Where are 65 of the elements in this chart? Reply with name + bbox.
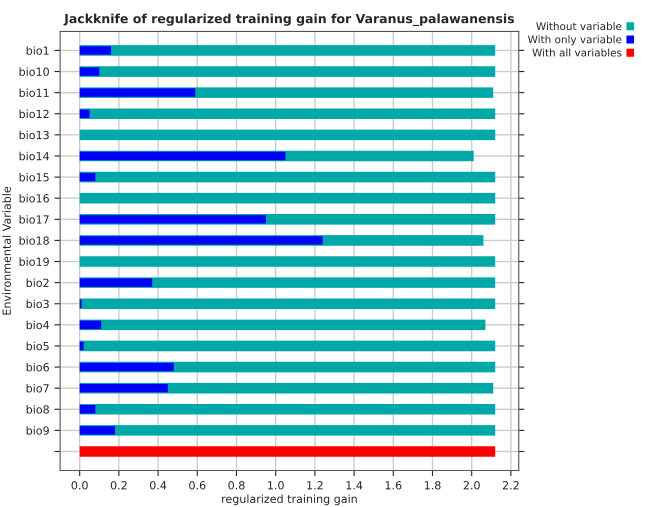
bar	[80, 425, 496, 436]
x-axis-title: regularized training gain	[222, 494, 357, 506]
x-tick-label: 0.4	[150, 481, 166, 490]
y-tick-label: bio10	[20, 67, 49, 76]
x-tick-label: 0.2	[110, 481, 127, 490]
bar	[80, 46, 112, 55]
bar	[80, 298, 496, 310]
bar	[80, 278, 152, 287]
y-tick-label: bio7	[26, 384, 49, 393]
y-tick-label: bio11	[20, 88, 49, 98]
y-axis-title: Environmental Variable	[2, 186, 11, 315]
bar	[80, 342, 84, 350]
bar	[80, 192, 496, 204]
bar	[80, 256, 496, 267]
bar	[80, 405, 96, 414]
x-tick-label: 0.8	[228, 481, 245, 490]
y-tick-label: bio2	[26, 278, 49, 288]
x-tick-label: 1.4	[346, 481, 362, 490]
x-tick-label: 1.0	[268, 481, 284, 490]
y-tick-label: bio16	[20, 194, 49, 203]
x-tick-label: 0.6	[189, 481, 206, 490]
x-tick-label: 1.2	[307, 481, 323, 490]
bar	[80, 236, 323, 245]
y-tick-label: bio12	[20, 110, 49, 118]
y-tick-label: bio15	[20, 172, 49, 182]
bar	[80, 446, 496, 457]
bar	[80, 88, 196, 97]
x-tick-label: 0.0	[72, 481, 88, 490]
bar	[80, 108, 496, 120]
y-tick-label: bio6	[26, 362, 49, 372]
y-tick-label: bio19	[20, 257, 49, 266]
bar	[80, 215, 266, 224]
bar	[80, 110, 90, 118]
y-tick-label: bio14	[20, 152, 50, 160]
bar	[80, 320, 486, 330]
bar	[80, 67, 100, 76]
bar	[80, 362, 174, 372]
y-tick-label: bio1	[26, 46, 49, 55]
bar	[80, 320, 102, 330]
bar	[80, 45, 496, 56]
x-tick-label: 1.6	[386, 481, 402, 490]
y-tick-label: bio8	[26, 405, 49, 414]
chart-title: Jackknife of regularized training gain for Varanus_palawanensis	[64, 14, 514, 26]
legend-label: With only variable	[528, 35, 622, 46]
y-tick-label: bio13	[20, 130, 49, 140]
bar	[80, 340, 496, 352]
bar	[80, 130, 496, 140]
y-tick-label: bio3	[26, 300, 49, 308]
bar	[80, 172, 96, 182]
y-tick-label: bio18	[20, 236, 49, 245]
bar	[80, 152, 286, 160]
x-tick-label: 1.8	[424, 481, 441, 490]
y-tick-label: bio9	[26, 426, 49, 435]
bar	[80, 384, 168, 392]
y-tick-label: bio4	[26, 320, 50, 330]
y-tick-label: bio17	[20, 215, 49, 224]
x-tick-label: 2.2	[502, 481, 519, 490]
bar	[80, 404, 496, 415]
x-tick-label: 2.0	[464, 481, 480, 490]
bar	[80, 66, 496, 77]
legend-label: Without variable	[536, 22, 622, 30]
y-tick-label: bio5	[26, 342, 49, 350]
legend-label: With all variables	[532, 48, 622, 57]
bar	[80, 172, 496, 182]
bar	[80, 426, 115, 435]
